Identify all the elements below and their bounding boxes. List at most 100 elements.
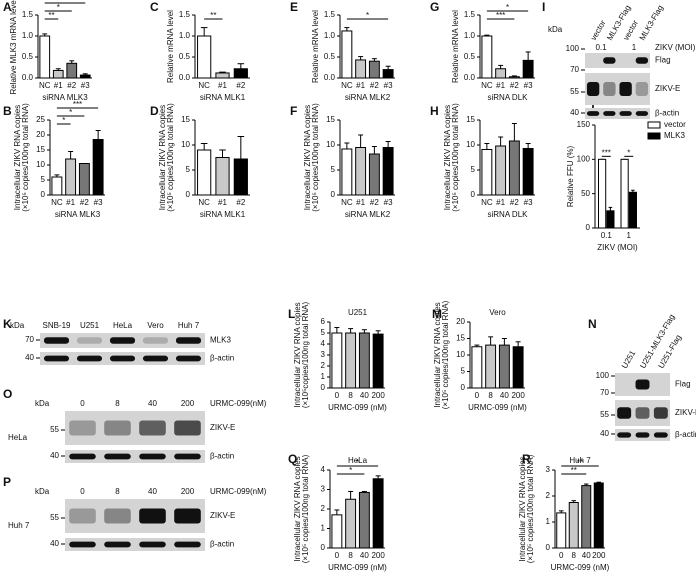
bar — [78, 163, 90, 196]
y-tick-label: 5 — [471, 165, 476, 174]
bar — [481, 35, 493, 79]
bar — [331, 332, 343, 389]
y-tick-label: 3 — [321, 350, 326, 359]
panel-letter: L — [288, 307, 295, 321]
y-tick-label: 0 — [331, 190, 336, 199]
y-axis-label: Intracellular ZIKV RNA copies — [13, 105, 22, 210]
x-tick-label: #3 — [384, 198, 393, 207]
bar — [556, 512, 567, 549]
band — [76, 355, 103, 362]
bar — [628, 191, 637, 229]
y-tick-label: 0.0 — [324, 73, 336, 82]
y-axis-label: (×10⁵ copies/100ng total RNA) — [526, 454, 535, 563]
band — [619, 111, 632, 116]
x-axis-label: URMC-099 (nM) — [328, 403, 387, 412]
y-tick-label: 0.0 — [22, 73, 34, 82]
moi-title: ZIKV (MOI) — [655, 43, 696, 52]
x-tick-label: NC — [198, 81, 210, 90]
bar — [522, 59, 534, 79]
band — [139, 541, 166, 548]
band-label: β-actin — [210, 452, 234, 461]
blot-row — [585, 108, 650, 119]
lane-label: MLK3-Flag — [638, 4, 665, 42]
bar — [593, 482, 604, 549]
chart-title: U251 — [348, 308, 368, 317]
y-tick-label: 1.0 — [324, 31, 336, 40]
y-tick-label: 0.0 — [179, 73, 191, 82]
panel-letter: O — [3, 387, 12, 401]
band — [139, 508, 166, 524]
band — [174, 420, 201, 436]
x-tick-label: #1 — [356, 198, 365, 207]
band-label: ZIKV-E — [210, 511, 235, 520]
bar — [341, 148, 353, 196]
y-tick-label: 15 — [36, 145, 45, 154]
y-axis-label: Relative FFU (%) — [566, 145, 575, 207]
bar — [92, 139, 104, 196]
lane-label: 8 — [115, 399, 120, 408]
band — [69, 453, 96, 460]
band — [174, 508, 201, 524]
lane-label: HeLa — [113, 321, 133, 330]
blot-row — [585, 53, 650, 68]
x-tick-label: #3 — [524, 198, 533, 207]
significance: * — [62, 116, 65, 125]
x-tick-label: #1 — [356, 81, 365, 90]
chart-title: HeLa — [348, 456, 368, 465]
bar — [355, 147, 367, 196]
y-tick-label: 0 — [41, 190, 46, 199]
significance: ** — [571, 466, 577, 475]
panel-letter: B — [3, 104, 12, 118]
y-axis-label: Intracellular ZIKV RNA copies — [433, 302, 442, 407]
legend-swatch — [647, 132, 661, 140]
y-tick-label: 0.5 — [179, 52, 191, 61]
y-axis-label: Intracellular ZIKV RNA copies — [293, 302, 302, 407]
lane-label: Vero — [147, 321, 164, 330]
x-tick-label: #2 — [236, 198, 245, 207]
y-tick-label: 4 — [321, 339, 326, 348]
y-tick-label: 0 — [321, 543, 326, 552]
y-axis-label: (×10⁵ copies/100ng total RNA) — [301, 454, 310, 563]
x-tick-label: #2 — [80, 198, 89, 207]
marker-label: 55 — [570, 87, 579, 96]
x-tick-label: 0 — [559, 551, 564, 560]
bar — [471, 346, 483, 389]
bar — [358, 332, 370, 389]
y-tick-label: 0 — [546, 543, 551, 552]
band — [603, 81, 616, 97]
x-tick-label: #3 — [524, 81, 533, 90]
band — [109, 355, 136, 362]
y-tick-label: 0 — [586, 223, 591, 232]
y-tick-label: 1.0 — [179, 31, 191, 40]
bar — [598, 158, 607, 229]
lane-label: 0 — [80, 487, 85, 496]
y-axis-label: (×10⁵copies/100ng total RNA) — [301, 302, 310, 409]
band — [603, 111, 616, 116]
marker-label: 100 — [596, 371, 610, 380]
y-tick-label: 1.5 — [464, 10, 476, 19]
y-tick-label: 10 — [326, 140, 335, 149]
x-tick-label: 40 — [500, 391, 509, 400]
panel-letter: F — [290, 104, 297, 118]
cell-label: HeLa — [8, 433, 28, 442]
band — [104, 541, 131, 548]
band — [653, 407, 668, 419]
x-tick-label: 40 — [360, 551, 369, 560]
marker-label: 70 — [600, 388, 609, 397]
panel-letter: Q — [288, 452, 297, 466]
band — [174, 541, 201, 548]
x-tick-label: #1 — [66, 198, 75, 207]
bar — [355, 59, 367, 79]
significance: *** — [496, 11, 505, 20]
x-tick-label: #1 — [54, 81, 63, 90]
x-tick-label: #1 — [496, 81, 505, 90]
x-axis-label: ZIKV (MOI) — [597, 243, 638, 252]
band-label: ZIKV-E — [675, 408, 696, 417]
band — [104, 420, 131, 436]
bar — [51, 176, 63, 196]
band — [43, 337, 70, 344]
y-tick-label: 4 — [321, 465, 326, 474]
lane-label: 40 — [148, 399, 157, 408]
significance: ** — [62, 0, 68, 4]
x-tick-label: 200 — [371, 551, 385, 560]
